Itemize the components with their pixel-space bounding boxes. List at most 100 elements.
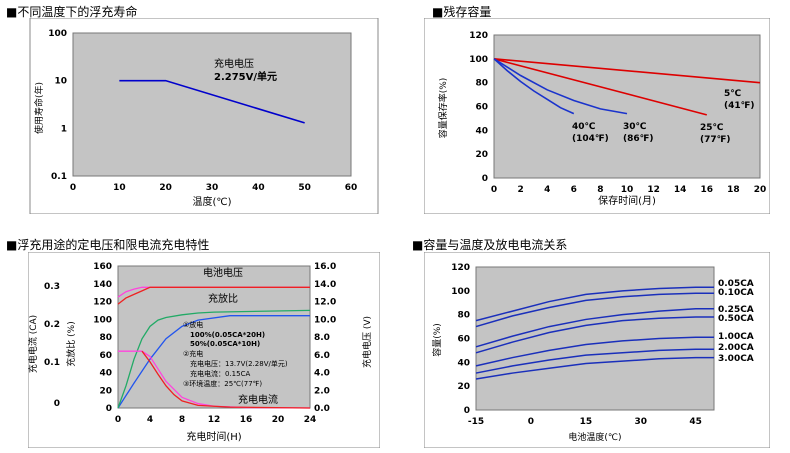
chart4-series-6 [475, 356, 714, 380]
chart1-annotation-2: 2.275V/单元 [214, 70, 277, 83]
chart4-series-2 [475, 307, 714, 348]
chart3-label-voltage: 电池电压 [203, 266, 243, 279]
chart3-ytick-right-2: 4.0 [314, 369, 330, 379]
chart1-xtick-6: 60 [345, 183, 358, 193]
chart2-ytick-1: 20 [475, 150, 488, 160]
chart3-ytick-left-5: 100 [93, 315, 112, 325]
chart2-xtick-6: 12 [647, 185, 660, 195]
chart3-ytick-right-8: 16.0 [314, 262, 336, 272]
chart3-label-current: 充电电流 [238, 393, 278, 406]
chart3-note-2: 100%(0.05CA*20H) [190, 331, 265, 339]
chart3-ytick-left-0: 0 [106, 404, 112, 414]
chart2-series-0 [493, 58, 761, 84]
chart4-ytick-3: 60 [457, 335, 470, 345]
chart4-legend-label-4: 1.00CA [718, 332, 754, 342]
chart4-ytick-0: 0 [464, 406, 470, 416]
chart3-xtick-4: 16 [240, 415, 253, 425]
chart3-series-2 [117, 309, 311, 409]
chart2-residual-capacity: 0 2 4 6 8 10 12 14 16 18 20 0 20 40 60 80 100 120 5℃ (41℉)… [424, 18, 770, 214]
chart3-xtick-2: 8 [179, 415, 185, 425]
chart3-ytick-current-0: 0 [54, 399, 60, 409]
chart3-ytick-left-4: 80 [99, 333, 112, 343]
chart3-ytick-left-6: 120 [93, 298, 112, 308]
chart4-legend-label-3: 0.50CA [718, 314, 754, 324]
chart3-xtick-6: 24 [304, 415, 317, 425]
chart3-ytick-current-1: 0.1 [44, 358, 60, 368]
chart1-title: ■不同温度下的浮充寿命 [6, 5, 138, 19]
chart1-float-life: 0 10 20 30 40 50 60 100 10 1 0.1 充电电压 2.275V/单元 温度… [29, 18, 379, 214]
chart4-legend-label-1: 0.10CA [718, 288, 754, 298]
chart4-title: ■容量与温度及放电电流关系 [412, 238, 568, 252]
chart3-ytick-right-0: 0.0 [314, 404, 330, 414]
chart4-ylabel: 容量(%) [431, 323, 443, 357]
chart1-xtick-5: 50 [298, 183, 311, 193]
chart4-series-0 [475, 286, 714, 322]
chart3-ylabel-ratio: 充放比 (%) [65, 321, 77, 366]
chart2-series-3 [493, 58, 575, 115]
chart3-ytick-left-8: 160 [93, 262, 112, 272]
chart4-xlabel: 电池温度(℃) [568, 431, 621, 443]
chart4-xtick-2: 15 [580, 417, 593, 427]
chart4-xtick-3: 30 [635, 417, 648, 427]
chart4-ytick-4: 80 [457, 311, 470, 321]
chart2-xtick-7: 14 [674, 185, 687, 195]
chart2-ytick-2: 40 [475, 126, 488, 136]
chart2-xtick-10: 20 [754, 185, 767, 195]
chart2-title: ■残存容量 [432, 5, 492, 19]
chart1-ytick-3: 0.1 [51, 172, 67, 182]
chart3-ytick-right-5: 10.0 [314, 315, 336, 325]
chart3-ytick-right-6: 12.0 [314, 298, 336, 308]
chart4-series-1 [475, 292, 714, 328]
chart2-ytick-6: 120 [469, 31, 488, 41]
chart2-ytick-0: 0 [482, 174, 488, 184]
chart3-title: ■浮充用途的定电压和限电流充电特性 [6, 238, 210, 252]
chart3-ytick-left-7: 140 [93, 280, 112, 290]
chart3-series-1 [117, 315, 310, 409]
chart2-xtick-8: 16 [701, 185, 714, 195]
chart4-xtick-1: 0 [528, 417, 534, 427]
chart4-xtick-0: -15 [468, 417, 484, 427]
chart1-xtick-4: 40 [252, 183, 265, 193]
chart1-xtick-0: 0 [70, 183, 76, 193]
chart2-curve-label-0-1: (41℉) [724, 101, 755, 111]
chart2-xtick-3: 6 [571, 185, 577, 195]
chart3-ytick-right-7: 14.0 [314, 280, 336, 290]
chart3-ytick-current-3: 0.3 [44, 282, 60, 292]
chart3-label-ratio: 充放比 [208, 292, 238, 305]
chart3-note-4: ②充电 [183, 349, 203, 358]
chart2-curve-label-1-0: 25℃ [700, 123, 724, 133]
chart2-curve-label-1-1: (77℉) [700, 135, 731, 145]
chart3-xtick-1: 4 [147, 415, 153, 425]
chart1-ytick-1: 10 [54, 77, 67, 87]
chart4-ytick-1: 20 [457, 382, 470, 392]
chart3-note-7: ③环境温度：25℃(77℉) [183, 379, 262, 388]
chart2-curve-label-2-1: (86℉) [623, 134, 654, 144]
chart1-annotation-1: 充电电压 [214, 57, 254, 70]
chart4-ytick-2: 40 [457, 358, 470, 368]
chart2-xtick-0: 0 [491, 185, 497, 195]
chart1-ytick-0: 100 [48, 29, 67, 39]
chart1-xtick-1: 10 [113, 183, 126, 193]
chart3-ytick-right-4: 8.0 [314, 333, 330, 343]
chart1-ytick-2: 1 [61, 124, 67, 134]
chart2-curve-label-3-0: 40℃ [572, 122, 596, 132]
chart1-ylabel: 使用寿命(年) [33, 82, 45, 134]
chart3-note-5: 充电电压：13.7V(2.28V/单元) [190, 359, 288, 368]
chart2-ytick-4: 80 [475, 79, 488, 89]
chart1-xlabel: 温度(℃) [192, 195, 231, 208]
chart3-ytick-left-3: 60 [99, 351, 112, 361]
chart4-legend-label-5: 2.00CA [718, 343, 754, 353]
chart4-series-4 [475, 336, 714, 367]
chart2-xtick-1: 2 [517, 185, 523, 195]
chart4-xtick-4: 45 [689, 417, 702, 427]
chart4-legend-label-2: 0.25CA [718, 305, 754, 315]
chart3-charge-characteristics: 0 4 8 12 16 20 24 0 20 40 60 80 100 120 140 160 0.0 2.0 4.… [28, 252, 380, 448]
chart2-ylabel: 容量保存率(%) [437, 78, 449, 139]
chart3-note-3: 50%(0.05CA*10H) [190, 340, 260, 348]
chart4-legend-label-0: 0.05CA [718, 279, 754, 289]
chart3-xtick-5: 20 [272, 415, 285, 425]
chart3-plot-area [117, 265, 311, 409]
chart3-series-3 [117, 286, 310, 305]
chart4-ytick-5: 100 [451, 287, 470, 297]
